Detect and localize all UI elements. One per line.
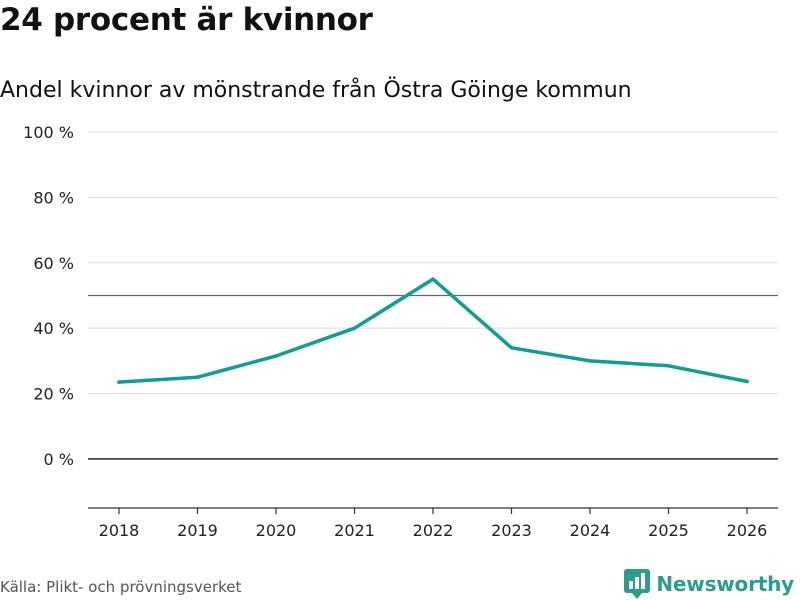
chart-subtitle: Andel kvinnor av mönstrande från Östra G… bbox=[0, 78, 632, 103]
data-point bbox=[745, 379, 749, 384]
data-point bbox=[352, 326, 357, 330]
y-tick-label: 80 % bbox=[33, 188, 74, 207]
y-axis-ticks: 0 % 20 % 40 % 60 % 80 % 100 % bbox=[23, 123, 74, 469]
x-tick-label: 2025 bbox=[648, 521, 689, 540]
brand-name: Newsworthy bbox=[656, 572, 794, 596]
y-tick-label: 0 % bbox=[44, 450, 74, 469]
y-tick-label: 60 % bbox=[33, 254, 74, 273]
grid-layer bbox=[88, 131, 778, 460]
source-note: Källa: Plikt- och prövningsverket bbox=[0, 578, 242, 596]
data-point bbox=[666, 363, 671, 368]
series-layer bbox=[117, 277, 749, 384]
data-point bbox=[274, 354, 278, 358]
x-tick-label: 2021 bbox=[334, 521, 375, 540]
x-tick-label: 2022 bbox=[413, 521, 454, 540]
x-tick-label: 2020 bbox=[256, 521, 297, 540]
x-tick-label: 2026 bbox=[727, 521, 768, 540]
chart-title: 24 procent är kvinnor bbox=[0, 2, 373, 38]
y-tick-label: 20 % bbox=[33, 385, 74, 404]
x-axis-ticks: 2018 2019 2020 2021 2022 2023 2024 2025 2026 bbox=[99, 508, 768, 540]
y-tick-label: 40 % bbox=[33, 319, 74, 338]
x-tick-label: 2023 bbox=[491, 521, 532, 540]
data-point bbox=[195, 375, 200, 380]
data-point bbox=[509, 345, 514, 350]
y-tick-label: 100 % bbox=[23, 123, 74, 142]
data-point bbox=[117, 380, 121, 384]
data-point bbox=[431, 277, 435, 281]
x-tick-label: 2019 bbox=[177, 521, 218, 540]
series-line bbox=[117, 277, 749, 384]
newsworthy-logo-icon bbox=[624, 569, 651, 599]
data-point bbox=[588, 359, 592, 363]
x-tick-label: 2024 bbox=[570, 521, 611, 540]
x-tick-label: 2018 bbox=[99, 521, 140, 540]
brand-logo: Newsworthy bbox=[624, 568, 794, 600]
